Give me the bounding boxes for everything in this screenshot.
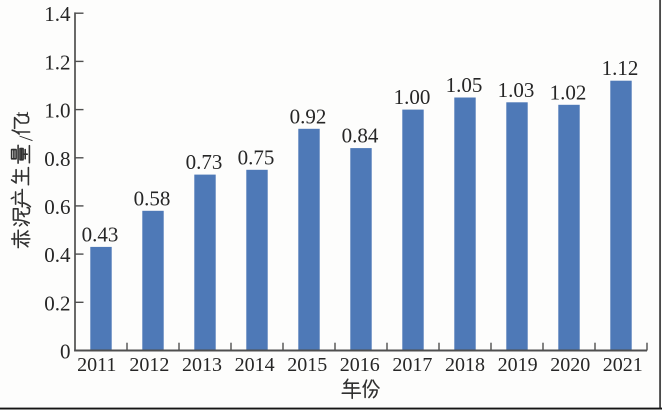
svg-text:1.12: 1.12: [602, 56, 639, 80]
svg-text:0: 0: [60, 340, 71, 364]
svg-text:0.75: 0.75: [238, 145, 275, 169]
svg-text:2015: 2015: [287, 354, 327, 376]
svg-text:0.2: 0.2: [44, 291, 70, 315]
svg-text:/: /: [15, 135, 37, 141]
svg-text:2017: 2017: [392, 354, 432, 376]
svg-text:0.8: 0.8: [44, 147, 70, 171]
svg-text:0.58: 0.58: [134, 186, 171, 210]
svg-text:1.03: 1.03: [498, 78, 535, 102]
svg-text:2020: 2020: [550, 354, 590, 376]
svg-text:1.05: 1.05: [446, 73, 483, 97]
svg-text:2011: 2011: [77, 354, 116, 376]
svg-text:2014: 2014: [235, 354, 275, 376]
svg-text:2021: 2021: [603, 354, 643, 376]
svg-text:0.73: 0.73: [186, 150, 223, 174]
svg-text:2019: 2019: [498, 354, 538, 376]
svg-text:0.4: 0.4: [44, 243, 71, 267]
svg-text:0.84: 0.84: [342, 124, 379, 148]
svg-text:0.92: 0.92: [290, 104, 327, 128]
svg-text:0.6: 0.6: [44, 195, 70, 219]
svg-text:t: t: [11, 111, 33, 117]
svg-text:1.02: 1.02: [550, 80, 587, 104]
svg-text:1.2: 1.2: [44, 50, 70, 74]
svg-text:1.0: 1.0: [44, 99, 70, 123]
svg-text:2012: 2012: [129, 354, 169, 376]
svg-text:2018: 2018: [445, 354, 485, 376]
svg-text:1.00: 1.00: [394, 85, 431, 109]
svg-text:0.43: 0.43: [82, 222, 119, 246]
svg-text:2016: 2016: [340, 354, 380, 376]
svg-text:1.4: 1.4: [44, 2, 71, 26]
svg-text:2013: 2013: [182, 354, 222, 376]
